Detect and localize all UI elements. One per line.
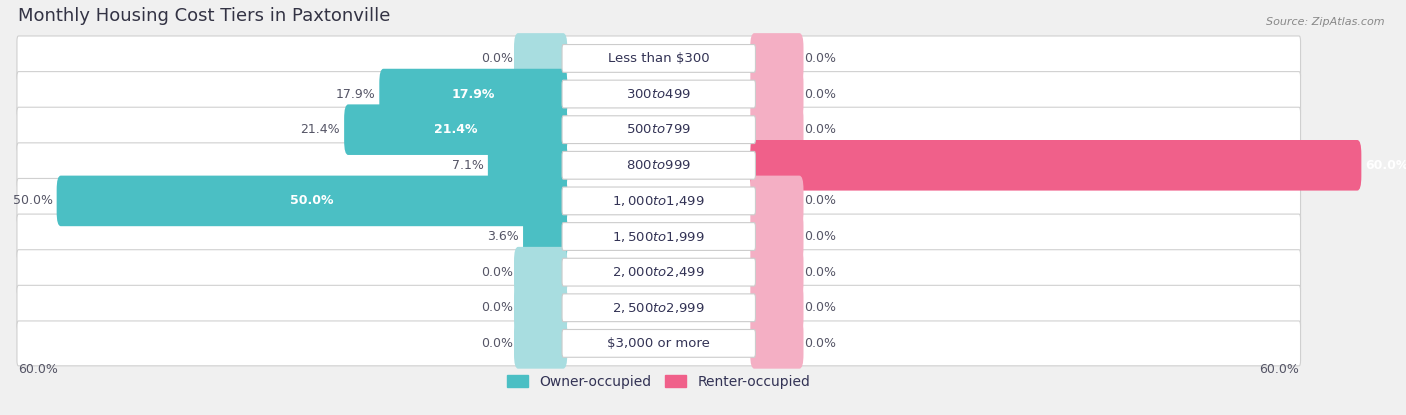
Text: 50.0%: 50.0% xyxy=(13,194,52,208)
FancyBboxPatch shape xyxy=(380,69,567,120)
Text: 60.0%: 60.0% xyxy=(1365,159,1406,172)
FancyBboxPatch shape xyxy=(515,33,567,84)
FancyBboxPatch shape xyxy=(17,286,1301,330)
FancyBboxPatch shape xyxy=(17,36,1301,81)
FancyBboxPatch shape xyxy=(17,178,1301,223)
FancyBboxPatch shape xyxy=(751,283,803,333)
Text: 0.0%: 0.0% xyxy=(804,266,837,278)
Legend: Owner-occupied, Renter-occupied: Owner-occupied, Renter-occupied xyxy=(508,375,810,389)
Text: $3,000 or more: $3,000 or more xyxy=(607,337,710,350)
FancyBboxPatch shape xyxy=(17,321,1301,366)
Text: $500 to $799: $500 to $799 xyxy=(626,123,692,136)
Text: 7.1%: 7.1% xyxy=(451,159,484,172)
Text: $2,500 to $2,999: $2,500 to $2,999 xyxy=(613,301,706,315)
FancyBboxPatch shape xyxy=(751,69,803,120)
FancyBboxPatch shape xyxy=(751,140,1361,190)
Text: Monthly Housing Cost Tiers in Paxtonville: Monthly Housing Cost Tiers in Paxtonvill… xyxy=(18,7,391,24)
Text: 0.0%: 0.0% xyxy=(804,123,837,136)
Text: 0.0%: 0.0% xyxy=(804,88,837,100)
FancyBboxPatch shape xyxy=(17,72,1301,117)
FancyBboxPatch shape xyxy=(751,176,803,226)
Text: 50.0%: 50.0% xyxy=(290,194,333,208)
Text: 17.9%: 17.9% xyxy=(336,88,375,100)
FancyBboxPatch shape xyxy=(344,105,567,155)
Text: 0.0%: 0.0% xyxy=(804,301,837,314)
Text: $800 to $999: $800 to $999 xyxy=(626,159,692,172)
FancyBboxPatch shape xyxy=(751,105,803,155)
Text: Source: ZipAtlas.com: Source: ZipAtlas.com xyxy=(1267,17,1385,27)
Text: 60.0%: 60.0% xyxy=(18,363,58,376)
Text: $1,500 to $1,999: $1,500 to $1,999 xyxy=(613,229,706,244)
Text: $300 to $499: $300 to $499 xyxy=(626,88,692,100)
FancyBboxPatch shape xyxy=(562,80,755,108)
FancyBboxPatch shape xyxy=(562,151,755,179)
FancyBboxPatch shape xyxy=(751,33,803,84)
Text: 21.4%: 21.4% xyxy=(434,123,478,136)
FancyBboxPatch shape xyxy=(17,143,1301,188)
FancyBboxPatch shape xyxy=(17,250,1301,295)
Text: 0.0%: 0.0% xyxy=(804,337,837,350)
Text: 3.6%: 3.6% xyxy=(488,230,519,243)
Text: 21.4%: 21.4% xyxy=(301,123,340,136)
FancyBboxPatch shape xyxy=(751,211,803,262)
FancyBboxPatch shape xyxy=(488,140,567,190)
FancyBboxPatch shape xyxy=(562,330,755,357)
FancyBboxPatch shape xyxy=(751,247,803,298)
Text: 0.0%: 0.0% xyxy=(804,230,837,243)
FancyBboxPatch shape xyxy=(523,211,567,262)
FancyBboxPatch shape xyxy=(562,222,755,250)
Text: 0.0%: 0.0% xyxy=(481,301,513,314)
FancyBboxPatch shape xyxy=(515,247,567,298)
FancyBboxPatch shape xyxy=(17,107,1301,152)
FancyBboxPatch shape xyxy=(562,294,755,322)
Text: 0.0%: 0.0% xyxy=(481,266,513,278)
FancyBboxPatch shape xyxy=(562,187,755,215)
FancyBboxPatch shape xyxy=(562,44,755,72)
FancyBboxPatch shape xyxy=(751,318,803,369)
Text: 0.0%: 0.0% xyxy=(804,194,837,208)
Text: 17.9%: 17.9% xyxy=(451,88,495,100)
FancyBboxPatch shape xyxy=(562,258,755,286)
Text: 0.0%: 0.0% xyxy=(804,52,837,65)
FancyBboxPatch shape xyxy=(562,116,755,144)
Text: 60.0%: 60.0% xyxy=(1260,363,1299,376)
FancyBboxPatch shape xyxy=(515,318,567,369)
Text: $1,000 to $1,499: $1,000 to $1,499 xyxy=(613,194,706,208)
Text: 0.0%: 0.0% xyxy=(481,337,513,350)
Text: 0.0%: 0.0% xyxy=(481,52,513,65)
Text: $2,000 to $2,499: $2,000 to $2,499 xyxy=(613,265,706,279)
FancyBboxPatch shape xyxy=(515,283,567,333)
FancyBboxPatch shape xyxy=(17,214,1301,259)
Text: Less than $300: Less than $300 xyxy=(607,52,710,65)
FancyBboxPatch shape xyxy=(56,176,567,226)
